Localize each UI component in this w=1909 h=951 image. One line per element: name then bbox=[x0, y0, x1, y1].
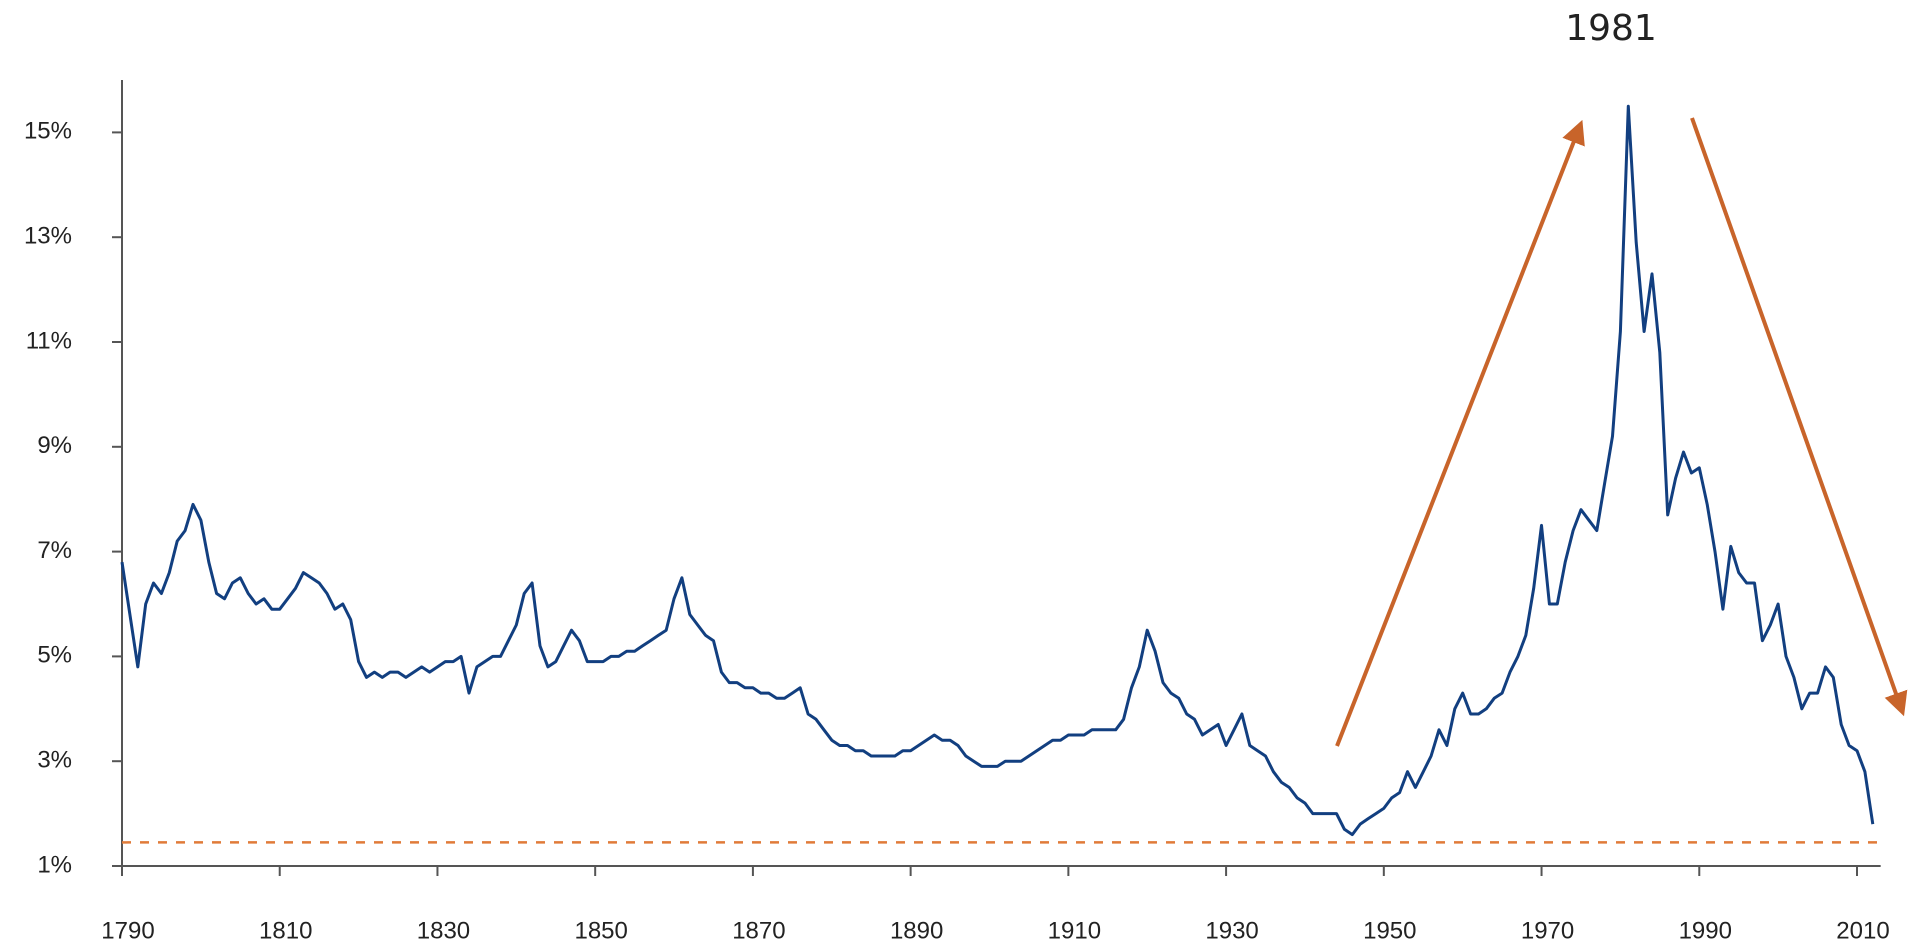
x-tick-label: 1930 bbox=[1205, 917, 1258, 944]
x-tick-label: 1970 bbox=[1521, 917, 1574, 944]
x-tick-label: 1910 bbox=[1048, 917, 1101, 944]
x-tick-label: 1790 bbox=[101, 917, 154, 944]
annotation: 1981 bbox=[1565, 8, 1657, 49]
x-tick-label: 2010 bbox=[1836, 917, 1889, 944]
down-arrow bbox=[1690, 117, 1908, 717]
x-tick-label: 1870 bbox=[732, 917, 785, 944]
y-tick-label: 11% bbox=[26, 327, 72, 354]
y-tick-label: 9% bbox=[37, 432, 72, 459]
x-tick-label: 1850 bbox=[574, 917, 627, 944]
y-tick-label: 7% bbox=[37, 537, 72, 564]
data-line bbox=[120, 104, 1875, 837]
y-tick-label: 13% bbox=[24, 223, 72, 250]
up-arrow bbox=[1335, 119, 1585, 747]
x-tick-label: 1810 bbox=[259, 917, 312, 944]
x-tick-label: 1890 bbox=[890, 917, 943, 944]
y-tick-label: 5% bbox=[37, 642, 72, 669]
x-tick-label: 1950 bbox=[1363, 917, 1416, 944]
x-tick-label: 1990 bbox=[1679, 917, 1732, 944]
y-tick-label: 3% bbox=[37, 747, 72, 774]
x-tick-label: 1830 bbox=[417, 917, 470, 944]
y-tick-label: 15% bbox=[24, 118, 72, 145]
y-tick-label: 1% bbox=[37, 851, 72, 878]
